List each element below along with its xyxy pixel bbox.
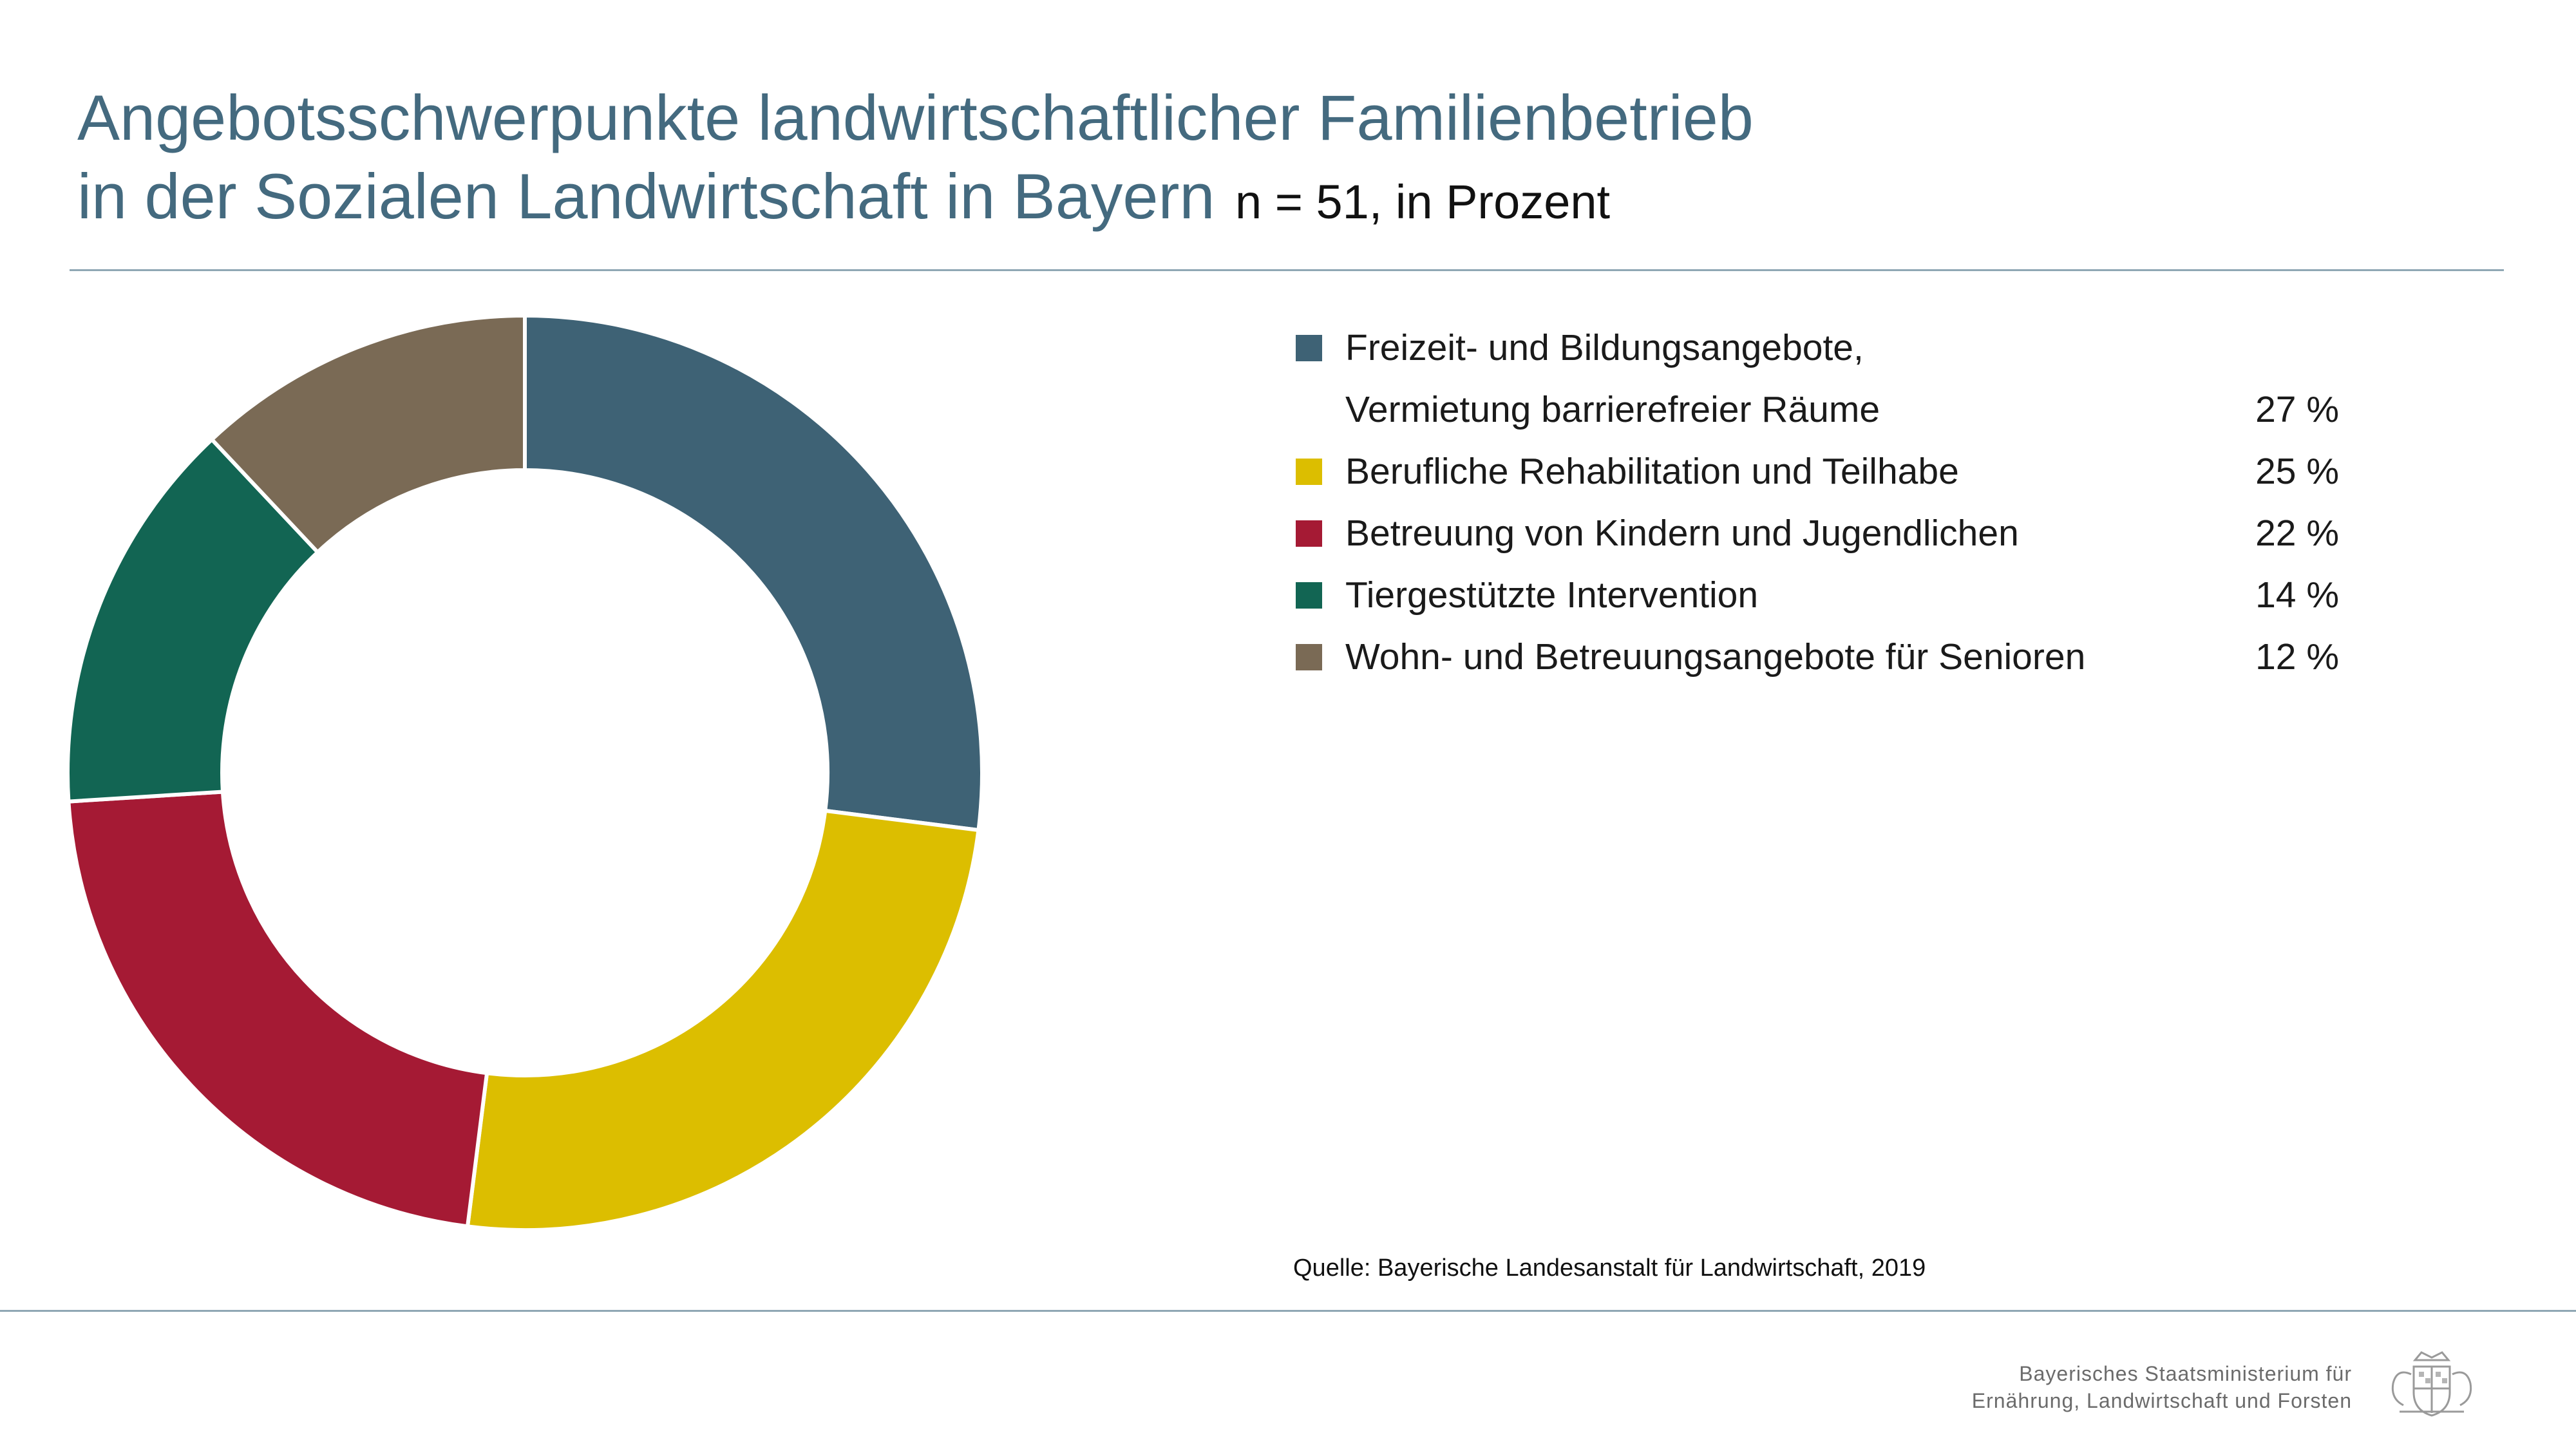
donut-slice-kinder [66, 790, 489, 1229]
legend-item-freizeit: Freizeit- und Bildungsangebote, Vermietu… [1296, 317, 2339, 440]
title-line-2-text: in der Sozialen Landwirtschaft in Bayern [77, 160, 1215, 232]
donut-slice-tiergestuetzt [66, 437, 321, 804]
footer-divider [0, 1310, 2576, 1312]
ministry-name-line-1: Bayerisches Staatsministerium für [2019, 1362, 2352, 1385]
ministry-name: Bayerisches Staatsministerium für Ernähr… [1972, 1360, 2352, 1414]
sample-size-note: n = 51, in Prozent [1235, 175, 1611, 229]
title-line-1: Angebotsschwerpunkte landwirtschaftliche… [77, 82, 1754, 153]
legend-swatch-kinder [1296, 520, 1322, 547]
legend-value-rehabilitation: 25 % [2255, 451, 2339, 492]
title-line-2: in der Sozialen Landwirtschaft in Bayern… [77, 157, 1754, 242]
bavarian-coat-of-arms-icon [2391, 1351, 2472, 1417]
legend-item-rehabilitation: Berufliche Rehabilitation und Teilhabe 2… [1296, 440, 2339, 502]
legend-label-tiergestuetzt: Tiergestützte Intervention [1345, 574, 1759, 616]
legend-label-senioren: Wohn- und Betreuungsangebote für Seniore… [1345, 636, 2086, 677]
page-title: Angebotsschwerpunkte landwirtschaftliche… [77, 79, 1754, 242]
legend-item-senioren: Wohn- und Betreuungsangebote für Seniore… [1296, 626, 2339, 688]
legend-swatch-rehabilitation [1296, 459, 1322, 485]
legend-swatch-senioren [1296, 644, 1322, 670]
legend-item-kinder: Betreuung von Kindern und Jugendlichen 2… [1296, 502, 2339, 564]
donut-slice-senioren [209, 313, 527, 555]
legend-value-kinder: 22 % [2255, 513, 2339, 554]
legend-value-senioren: 12 % [2255, 636, 2339, 677]
legend-value-tiergestuetzt: 14 % [2255, 574, 2339, 616]
donut-slice-freizeit [523, 313, 984, 833]
ministry-name-line-2: Ernährung, Landwirtschaft und Forsten [1971, 1389, 2352, 1412]
chart-legend: Freizeit- und Bildungsangebote, Vermietu… [1296, 317, 2339, 688]
legend-label-kinder: Betreuung von Kindern und Jugendlichen [1345, 513, 2019, 554]
donut-slice-rehabilitation [465, 808, 981, 1232]
legend-swatch-freizeit [1296, 335, 1322, 361]
legend-value-freizeit: 27 % [2255, 389, 2339, 430]
legend-item-tiergestuetzt: Tiergestützte Intervention 14 % [1296, 564, 2339, 626]
legend-label-rehabilitation: Berufliche Rehabilitation und Teilhabe [1345, 451, 1959, 492]
source-note: Quelle: Bayerische Landesanstalt für Lan… [1293, 1255, 1926, 1282]
donut-chart [66, 313, 984, 1232]
legend-label-freizeit-line1: Freizeit- und Bildungsangebote, [1345, 327, 1864, 368]
legend-label-freizeit-line2: Vermietung barrierefreier Räume [1345, 389, 1880, 430]
header-divider [70, 269, 2504, 271]
legend-swatch-tiergestuetzt [1296, 582, 1322, 609]
